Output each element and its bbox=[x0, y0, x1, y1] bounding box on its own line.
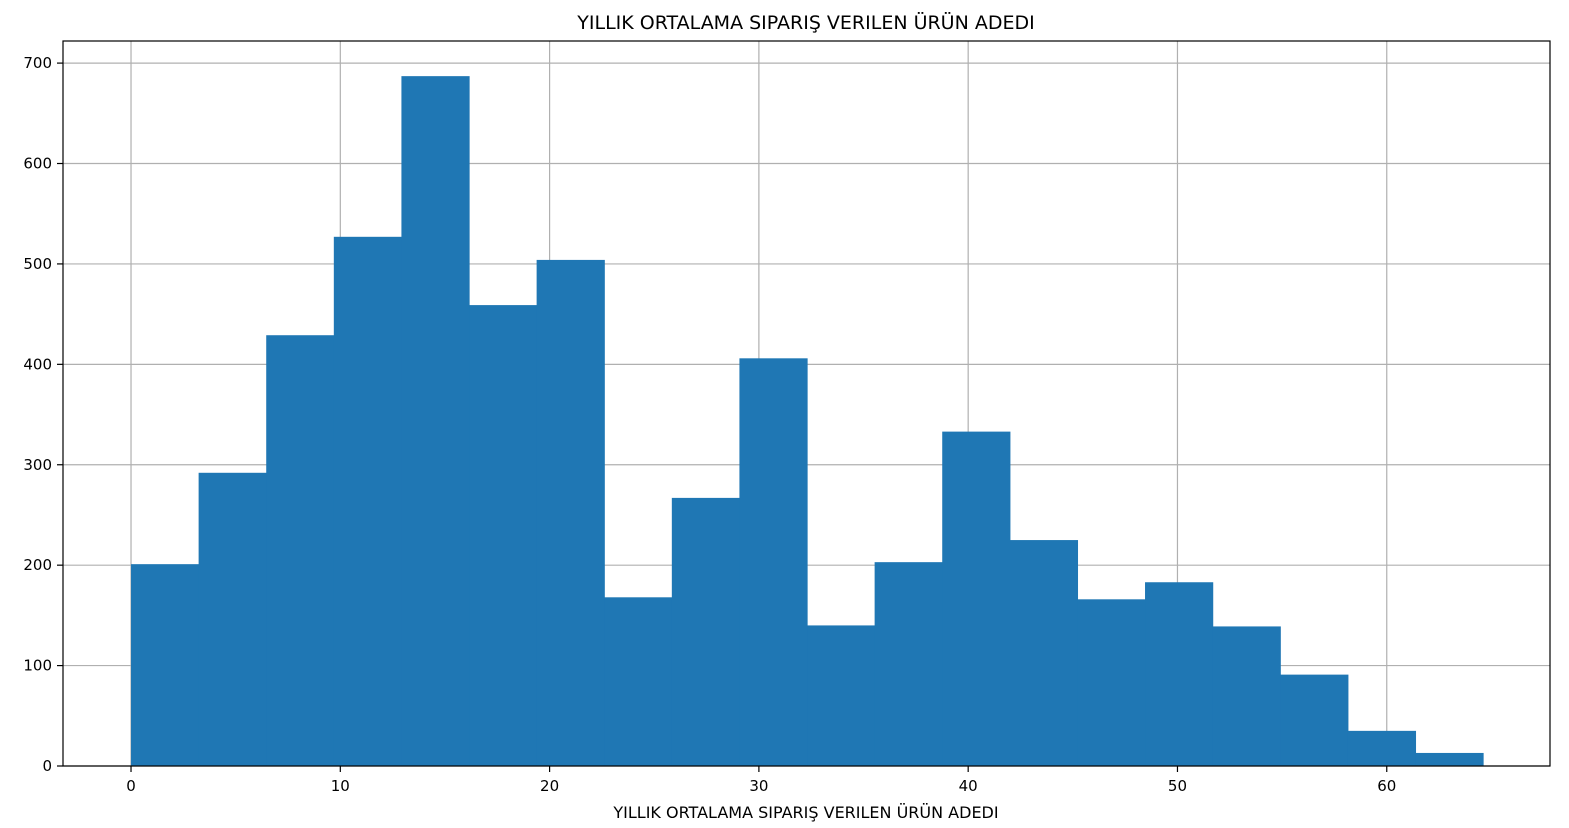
histogram-bar-17 bbox=[1280, 674, 1349, 766]
y-tick-label-5: 500 bbox=[23, 255, 52, 273]
x-tick-label-5: 50 bbox=[1168, 777, 1187, 795]
y-tick-label-6: 600 bbox=[23, 155, 52, 173]
chart-title: YILLIK ORTALAMA SIPARIŞ VERILEN ÜRÜN ADE… bbox=[576, 11, 1034, 34]
histogram-bar-11 bbox=[874, 562, 943, 766]
x-tick-label-1: 10 bbox=[331, 777, 350, 795]
histogram-bar-14 bbox=[1077, 599, 1146, 766]
histogram-bar-18 bbox=[1347, 730, 1417, 766]
x-axis-label: YILLIK ORTALAMA SIPARIŞ VERILEN ÜRÜN ADE… bbox=[612, 803, 998, 822]
histogram-bar-7 bbox=[604, 597, 673, 766]
x-tick-label-6: 60 bbox=[1377, 777, 1396, 795]
histogram-bar-19 bbox=[1415, 752, 1484, 766]
y-tick-label-1: 100 bbox=[23, 657, 52, 675]
histogram-bars bbox=[131, 76, 1484, 766]
y-tick-label-7: 700 bbox=[23, 54, 52, 72]
histogram-bar-4 bbox=[401, 76, 470, 766]
histogram-bar-12 bbox=[942, 431, 1011, 766]
histogram-bar-2 bbox=[266, 335, 335, 766]
histogram-bar-0 bbox=[131, 564, 200, 766]
histogram-bar-1 bbox=[198, 472, 267, 766]
y-axis-ticks: 0 100 200 300 400 500 600 700 bbox=[23, 54, 63, 775]
y-tick-label-4: 400 bbox=[23, 355, 52, 373]
histogram-bar-9 bbox=[739, 358, 808, 766]
plot-frame bbox=[62, 40, 1551, 767]
histogram-bar-15 bbox=[1145, 582, 1214, 766]
y-tick-label-0: 0 bbox=[42, 757, 52, 775]
y-tick-label-3: 300 bbox=[23, 456, 52, 474]
x-tick-label-2: 20 bbox=[540, 777, 559, 795]
histogram-bar-6 bbox=[536, 259, 605, 766]
histogram-bar-5 bbox=[469, 305, 538, 766]
y-tick-label-2: 200 bbox=[23, 556, 52, 574]
histogram-bar-10 bbox=[807, 625, 876, 766]
histogram-bar-8 bbox=[671, 497, 741, 766]
x-tick-label-0: 0 bbox=[126, 777, 136, 795]
histogram-bar-3 bbox=[333, 236, 403, 766]
x-tick-label-3: 30 bbox=[749, 777, 768, 795]
histogram-bar-16 bbox=[1212, 626, 1281, 766]
histogram-bar-13 bbox=[1009, 540, 1079, 766]
x-axis-ticks: 0 10 20 30 40 50 60 bbox=[126, 766, 1396, 795]
x-tick-label-4: 40 bbox=[959, 777, 978, 795]
